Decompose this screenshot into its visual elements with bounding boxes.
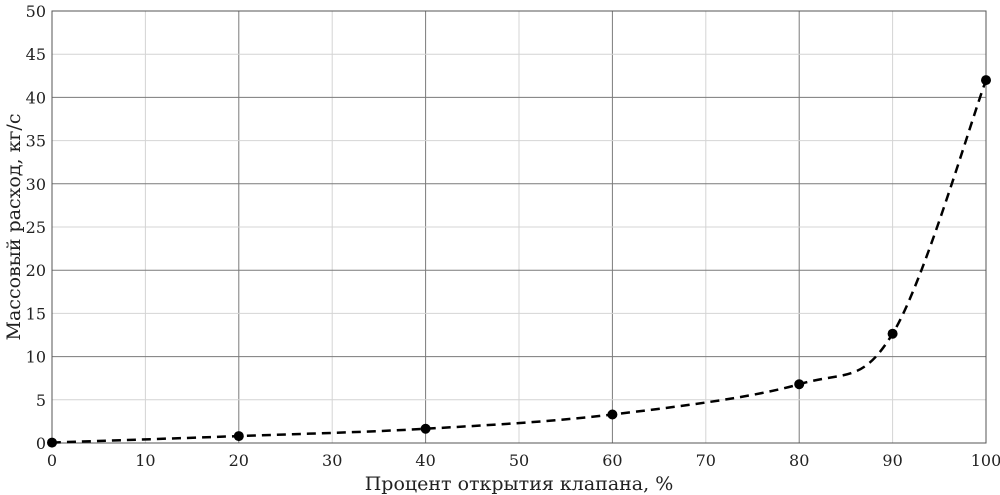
series-layer [47, 75, 991, 448]
data-point [420, 423, 431, 434]
x-tick-label: 50 [509, 451, 529, 470]
data-point [887, 328, 898, 339]
y-tick-label: 10 [26, 348, 46, 367]
x-tick-label: 100 [971, 451, 1000, 470]
y-tick-label: 30 [26, 175, 46, 194]
y-axis-title: Массовый расход, кг/с [3, 114, 25, 341]
y-tick-label: 45 [26, 45, 46, 64]
x-tick-label: 90 [882, 451, 902, 470]
grid-lines [51, 10, 987, 444]
data-point [981, 75, 991, 86]
y-tick-label: 35 [26, 132, 46, 151]
y-tick-label: 0 [36, 434, 46, 453]
x-tick-label: 20 [229, 451, 249, 470]
y-tick-label: 5 [36, 391, 46, 410]
x-axis-title: Процент открытия клапана, % [365, 473, 674, 495]
y-tick-label: 50 [26, 2, 46, 21]
data-point [47, 437, 57, 448]
x-tick-label: 30 [322, 451, 342, 470]
x-tick-label: 70 [696, 451, 716, 470]
y-tick-label: 40 [26, 88, 46, 107]
y-tick-label: 15 [26, 304, 46, 323]
x-tick-labels: 0 10 20 30 40 50 60 70 80 90 100 [47, 451, 1000, 470]
data-point [233, 431, 244, 442]
x-tick-label: 0 [47, 451, 57, 470]
y-tick-labels: 0 5 10 15 20 25 30 35 40 45 50 [26, 2, 46, 453]
y-tick-label: 25 [26, 218, 46, 237]
y-tick-label: 20 [26, 261, 46, 280]
plot-frame [51, 10, 987, 444]
x-tick-label: 80 [789, 451, 809, 470]
data-point [607, 409, 618, 420]
x-tick-label: 60 [602, 451, 622, 470]
data-point [794, 379, 805, 390]
x-tick-label: 40 [415, 451, 435, 470]
x-tick-label: 10 [135, 451, 155, 470]
